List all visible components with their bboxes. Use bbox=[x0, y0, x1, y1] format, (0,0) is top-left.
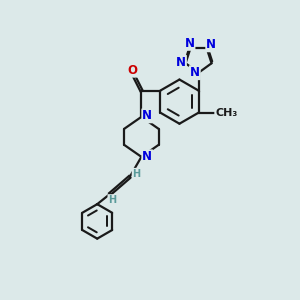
Text: N: N bbox=[142, 150, 152, 163]
Text: N: N bbox=[184, 37, 194, 50]
Text: H: H bbox=[133, 169, 141, 179]
Text: CH₃: CH₃ bbox=[215, 108, 238, 118]
Text: O: O bbox=[127, 64, 137, 77]
Text: N: N bbox=[142, 109, 152, 122]
Text: N: N bbox=[206, 38, 216, 51]
Text: N: N bbox=[190, 66, 200, 79]
Text: N: N bbox=[176, 56, 186, 69]
Text: H: H bbox=[108, 195, 116, 205]
